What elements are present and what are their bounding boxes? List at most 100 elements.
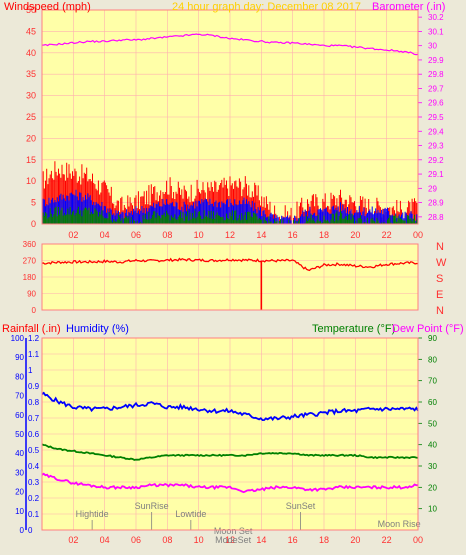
humidity-tick-label: 70 [15, 392, 24, 401]
barometer-tick-label: 29.5 [428, 113, 444, 122]
event-label: Moon Rise [378, 519, 421, 529]
barometer-tick-label: 29 [428, 184, 437, 193]
humidity-series [41, 391, 419, 422]
barometer-tick-label: 29.7 [428, 84, 444, 93]
rainfall-tick-label: 0.9 [28, 382, 40, 391]
x-tick-label: 04 [100, 535, 110, 545]
wind-panel-frame [41, 9, 419, 225]
x-tick-label: 10 [194, 230, 204, 240]
temperature-tick-label: 30 [428, 462, 437, 471]
windspeed-tick-label: 45 [26, 26, 36, 36]
compass-label: E [436, 289, 443, 301]
rainfall-tick-label: 0 [28, 526, 33, 535]
rainfall-tick-label: 0.2 [28, 494, 40, 503]
temperature-series [41, 443, 419, 461]
x-tick-label: 20 [350, 230, 360, 240]
rainfall-tick-label: 0.1 [28, 510, 40, 519]
humidity-tick-label: 20 [15, 488, 24, 497]
windspeed-tick-label: 35 [26, 69, 36, 79]
direction-tick-label: 90 [27, 290, 36, 299]
x-tick-label: 08 [162, 230, 172, 240]
direction-tick-label: 360 [23, 240, 37, 249]
x-tick-label: 14 [256, 535, 266, 545]
barometer-tick-label: 29.2 [428, 156, 444, 165]
windspeed-tick-label: 0 [31, 219, 36, 229]
windspeed-axis-label: Windspeed (mph) [4, 1, 91, 13]
event-label: Hightide [76, 509, 109, 519]
direction-panel-frame [41, 243, 419, 311]
humidity-tick-label: 40 [15, 449, 24, 458]
compass-label: W [436, 257, 447, 269]
temperature-tick-label: 50 [428, 419, 437, 428]
barometer-tick-label: 28.9 [428, 199, 444, 208]
event-label: Moon Set [214, 526, 253, 536]
temperature-tick-label: 10 [428, 505, 437, 514]
barometer-axis-label: Barometer (.in) [372, 1, 445, 13]
humidity-tick-label: 10 [15, 507, 24, 516]
barometer-tick-label: 29.4 [428, 127, 444, 136]
dew-point-axis-label: Dew Point (°F) [392, 323, 464, 335]
windspeed-tick-label: 20 [26, 133, 36, 143]
x-tick-label: 10 [194, 535, 204, 545]
x-tick-label: 08 [162, 535, 172, 545]
barometer-tick-label: 29.9 [428, 56, 444, 65]
rainfall-tick-label: 1 [28, 366, 33, 375]
x-tick-label: 06 [131, 230, 141, 240]
rainfall-tick-label: 0.5 [28, 446, 40, 455]
dew-point-series [41, 472, 418, 494]
direction-tick-label: 270 [23, 257, 37, 266]
x-tick-label: 16 [288, 230, 298, 240]
x-tick-label: 16 [288, 535, 298, 545]
x-tick-label: 06 [131, 535, 141, 545]
x-tick-label: 22 [382, 230, 392, 240]
windspeed-tick-label: 10 [26, 176, 36, 186]
barometer-tick-label: 30.1 [428, 27, 444, 36]
barometer-series [41, 33, 419, 56]
compass-label: N [436, 241, 444, 253]
rainfall-tick-label: 0.7 [28, 414, 40, 423]
barometer-tick-label: 30 [428, 42, 437, 51]
windspeed-tick-label: 15 [26, 155, 36, 165]
x-tick-label: 18 [319, 230, 329, 240]
temperature-tick-label: 20 [428, 483, 437, 492]
event-label: SunSet [286, 501, 316, 511]
barometer-tick-label: 29.1 [428, 170, 444, 179]
windspeed-tick-label: 5 [31, 198, 36, 208]
humidity-tick-label: 90 [15, 353, 24, 362]
barometer-tick-label: 29.3 [428, 142, 444, 151]
x-tick-label: 02 [68, 535, 78, 545]
x-tick-label: 12 [225, 535, 235, 545]
humidity-tick-label: 60 [15, 411, 24, 420]
rainfall-tick-label: 1.1 [28, 350, 40, 359]
rainfall-tick-label: 0.6 [28, 430, 40, 439]
x-tick-label: 12 [225, 230, 235, 240]
windspeed-tick-label: 25 [26, 112, 36, 122]
x-tick-label: 20 [350, 535, 360, 545]
event-label: Lowtide [175, 509, 206, 519]
humidity-axis-label: Humidity (%) [66, 323, 129, 335]
temperature-tick-label: 40 [428, 441, 437, 450]
x-tick-label: 18 [319, 535, 329, 545]
graph-title: 24 hour graph day: December 08 2017 [172, 1, 361, 13]
barometer-tick-label: 29.6 [428, 99, 444, 108]
barometer-tick-label: 28.8 [428, 213, 444, 222]
wind-direction-series [41, 257, 419, 272]
barometer-tick-label: 30.2 [428, 13, 444, 22]
rainfall-axis-label: Rainfall (.in) [2, 323, 61, 335]
rain-panel-frame [41, 337, 419, 531]
x-tick-label: 02 [68, 230, 78, 240]
windspeed-tick-label: 50 [26, 5, 36, 15]
humidity-tick-label: 80 [15, 372, 24, 381]
rainfall-tick-label: 0.4 [28, 462, 40, 471]
x-tick-label: 00 [413, 535, 423, 545]
windspeed-tick-label: 40 [26, 48, 36, 58]
rainfall-tick-label: 1.2 [28, 334, 40, 343]
humidity-tick-label: 100 [11, 334, 25, 343]
barometer-tick-label: 29.8 [428, 70, 444, 79]
rainfall-tick-label: 0.3 [28, 478, 40, 487]
direction-tick-label: 180 [23, 273, 37, 282]
direction-tick-label: 0 [32, 306, 37, 315]
temperature-tick-label: 60 [428, 398, 437, 407]
